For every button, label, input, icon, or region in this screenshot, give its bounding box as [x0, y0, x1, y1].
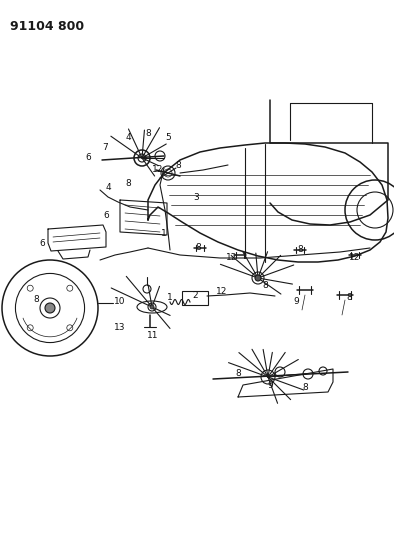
Text: 8: 8	[346, 294, 352, 303]
Text: 91104 800: 91104 800	[10, 20, 84, 33]
Text: 13: 13	[114, 324, 126, 333]
Text: 12: 12	[349, 254, 361, 262]
Circle shape	[45, 303, 55, 313]
Text: 12: 12	[152, 166, 164, 174]
Circle shape	[255, 275, 261, 281]
Text: 12: 12	[226, 254, 238, 262]
Text: 10: 10	[114, 297, 126, 306]
Text: 8: 8	[145, 128, 151, 138]
Text: 12: 12	[216, 287, 228, 295]
Text: 5: 5	[165, 133, 171, 142]
Text: 8: 8	[302, 384, 308, 392]
Text: 1: 1	[167, 294, 173, 303]
Text: 11: 11	[147, 330, 159, 340]
Text: 9: 9	[293, 297, 299, 306]
Text: 8: 8	[33, 295, 39, 304]
Text: 6: 6	[85, 154, 91, 163]
Text: 2: 2	[192, 290, 198, 300]
Text: 8: 8	[195, 244, 201, 253]
Text: 8: 8	[125, 179, 131, 188]
Text: 1: 1	[161, 229, 167, 238]
Text: 8: 8	[175, 160, 181, 169]
Circle shape	[150, 305, 154, 309]
Text: 9: 9	[267, 381, 273, 390]
Text: 3: 3	[193, 193, 199, 203]
Text: 6: 6	[39, 238, 45, 247]
Text: 8: 8	[297, 246, 303, 254]
Text: 8: 8	[262, 280, 268, 289]
Text: 4: 4	[105, 183, 111, 192]
Text: 7: 7	[102, 143, 108, 152]
Text: 8: 8	[235, 368, 241, 377]
Text: 6: 6	[103, 211, 109, 220]
Text: 4: 4	[125, 133, 131, 142]
